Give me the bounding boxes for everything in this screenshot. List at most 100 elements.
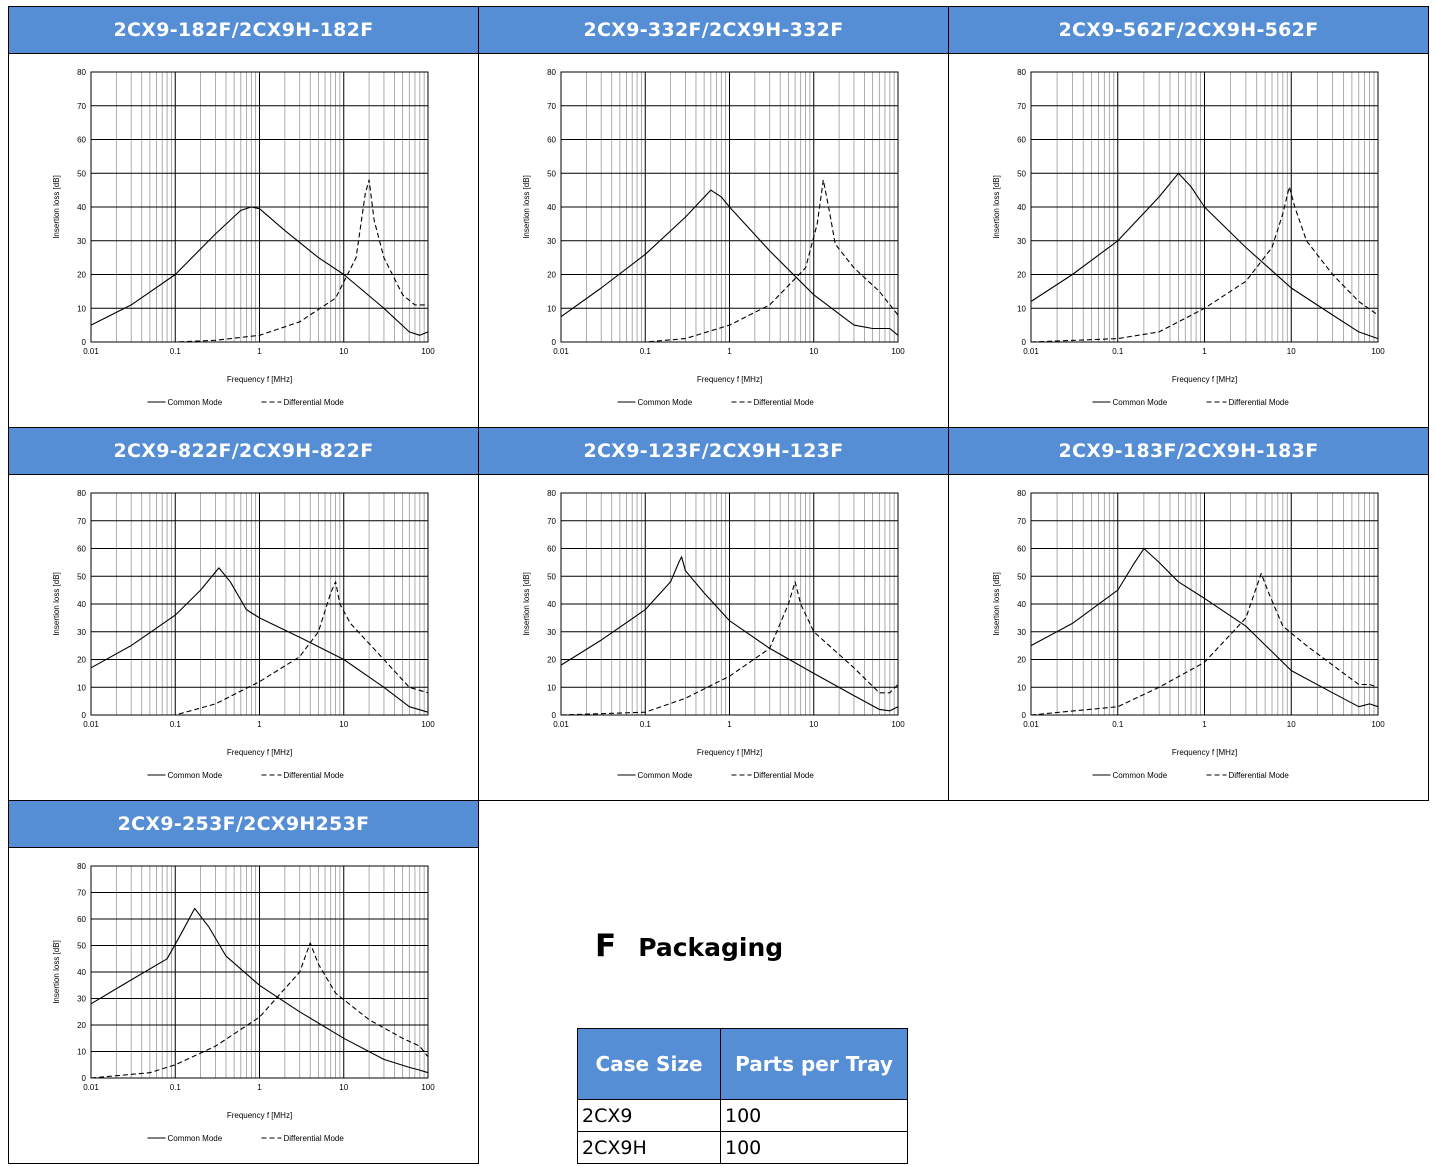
chart-legend: Common Mode Differential Mode	[617, 771, 814, 780]
legend-common-mode-label: Common Mode	[1113, 398, 1168, 407]
y-tick-label: 40	[1017, 203, 1026, 212]
chart-grid	[90, 492, 429, 716]
common-mode-line	[90, 907, 429, 1074]
x-tick-label: 10	[339, 347, 348, 356]
legend-differential-mode-label: Differential Mode	[284, 398, 345, 407]
differential-mode-line	[561, 179, 899, 343]
chart-legend: Common Mode Differential Mode	[147, 771, 344, 780]
insertion-loss-chart: 0 10 20 30 40 50 60 70 80 0.01 0.1 1 10 100 Insertion …	[522, 68, 905, 407]
x-tick-label: 0.1	[1112, 720, 1124, 729]
chart-panel-title: 2CX9-332F/2CX9H-332F	[479, 7, 948, 54]
plot-area-border	[90, 71, 429, 343]
legend-differential-mode-label: Differential Mode	[1229, 771, 1290, 780]
y-tick-label: 70	[547, 517, 556, 526]
y-tick-label: 60	[1017, 545, 1026, 554]
differential-mode-line	[560, 581, 899, 716]
chart-panel-5: 2CX9-123F/2CX9H-123F 0 10 20 30 40 50 60 70 80 0.…	[478, 427, 949, 801]
chart-panel-1: 2CX9-182F/2CX9H-182F 0 10 20 30 40 50 60 70 80 0.…	[8, 6, 479, 428]
x-tick-label: 100	[891, 720, 905, 729]
chart-panel-title: 2CX9-123F/2CX9H-123F	[479, 428, 948, 475]
table-cell: 2CX9H	[577, 1131, 721, 1164]
x-tick-label: 0.1	[170, 720, 182, 729]
common-mode-line	[90, 206, 429, 336]
chart-panel-2: 2CX9-332F/2CX9H-332F 0 10 20 30 40 50 60 70 80 0.…	[478, 6, 949, 428]
y-tick-label: 50	[547, 169, 556, 178]
x-tick-label: 1	[727, 720, 732, 729]
chart-panel-3: 2CX9-562F/2CX9H-562F 0 10 20 30 40 50 60 70 80 0.…	[948, 6, 1429, 428]
y-axis-label: Insertion loss [dB]	[522, 572, 531, 636]
x-axis-label: Frequency f [MHz]	[227, 748, 292, 757]
y-tick-label: 20	[77, 1021, 86, 1030]
y-tick-label: 40	[77, 600, 86, 609]
y-tick-label: 60	[77, 915, 86, 924]
x-tick-label: 10	[1287, 720, 1296, 729]
legend-common-mode-label: Common Mode	[1113, 771, 1168, 780]
y-tick-label: 20	[77, 656, 86, 665]
table-cell: 100	[720, 1131, 908, 1164]
y-tick-label: 50	[77, 169, 86, 178]
chart-panel-title: 2CX9-182F/2CX9H-182F	[9, 7, 478, 54]
x-tick-label: 100	[421, 347, 435, 356]
y-tick-label: 50	[77, 942, 86, 951]
y-tick-label: 60	[1017, 136, 1026, 145]
y-tick-label: 80	[547, 68, 556, 77]
x-tick-label: 0.01	[83, 1083, 99, 1092]
chart-grid	[1030, 492, 1379, 716]
chart-panel-7: 2CX9-253F/2CX9H253F 0 10 20 30 40 50 60 70 80 0.0…	[8, 800, 479, 1164]
x-axis-label: Frequency f [MHz]	[1172, 748, 1237, 757]
table-row: 2CX9H 100	[577, 1131, 908, 1164]
y-tick-label: 70	[77, 889, 86, 898]
x-tick-label: 1	[257, 720, 262, 729]
y-tick-label: 80	[1017, 489, 1026, 498]
column-header: Case Size	[577, 1028, 721, 1100]
x-tick-label: 0.1	[640, 720, 652, 729]
x-tick-label: 0.01	[1023, 347, 1039, 356]
x-tick-label: 0.01	[83, 347, 99, 356]
column-header: Parts per Tray	[720, 1028, 908, 1100]
y-tick-label: 30	[1017, 237, 1026, 246]
chart-panel-title: 2CX9-253F/2CX9H253F	[9, 801, 478, 848]
x-axis-label: Frequency f [MHz]	[227, 1111, 292, 1120]
x-tick-label: 10	[809, 347, 818, 356]
y-tick-label: 10	[1017, 683, 1026, 692]
chart-legend: Common Mode Differential Mode	[617, 398, 814, 407]
packaging-table: Case Size Parts per Tray 2CX9 100 2CX9H …	[577, 1028, 908, 1164]
x-axis-label: Frequency f [MHz]	[697, 748, 762, 757]
chart-grid	[90, 71, 429, 343]
y-tick-label: 20	[547, 271, 556, 280]
y-tick-label: 0	[552, 338, 557, 347]
y-tick-label: 0	[552, 711, 557, 720]
plot-area-border	[560, 492, 899, 716]
x-tick-label: 10	[809, 720, 818, 729]
legend-common-mode-label: Common Mode	[638, 771, 693, 780]
x-tick-label: 0.01	[83, 720, 99, 729]
table-row: 2CX9 100	[577, 1099, 908, 1132]
common-mode-line	[560, 189, 899, 336]
packaging-heading: F Packaging	[595, 928, 783, 964]
table-header-row: Case Size Parts per Tray	[577, 1028, 908, 1100]
legend-differential-mode-label: Differential Mode	[1229, 398, 1290, 407]
x-tick-label: 100	[1371, 347, 1385, 356]
y-tick-label: 30	[1017, 628, 1026, 637]
x-tick-label: 100	[421, 1083, 435, 1092]
chart-legend: Common Mode Differential Mode	[147, 398, 345, 407]
x-tick-label: 1	[1202, 720, 1207, 729]
y-tick-label: 80	[77, 489, 86, 498]
plot-area-border	[90, 865, 429, 1079]
y-axis-label: Insertion loss [dB]	[522, 175, 531, 239]
y-tick-label: 40	[77, 968, 86, 977]
chart-panel-title: 2CX9-822F/2CX9H-822F	[9, 428, 478, 475]
x-axis-label: Frequency f [MHz]	[697, 375, 762, 384]
x-tick-label: 0.01	[553, 720, 569, 729]
x-tick-label: 100	[1371, 720, 1385, 729]
y-tick-label: 50	[77, 572, 86, 581]
y-axis-label: Insertion loss [dB]	[992, 175, 1001, 239]
legend-common-mode-label: Common Mode	[168, 1134, 223, 1143]
x-tick-label: 1	[257, 347, 262, 356]
y-tick-label: 30	[547, 628, 556, 637]
y-tick-label: 0	[1022, 711, 1027, 720]
y-axis-label: Insertion loss [dB]	[52, 572, 61, 636]
plot-area-border	[1030, 71, 1379, 343]
common-mode-line	[560, 556, 899, 712]
y-tick-label: 40	[547, 600, 556, 609]
